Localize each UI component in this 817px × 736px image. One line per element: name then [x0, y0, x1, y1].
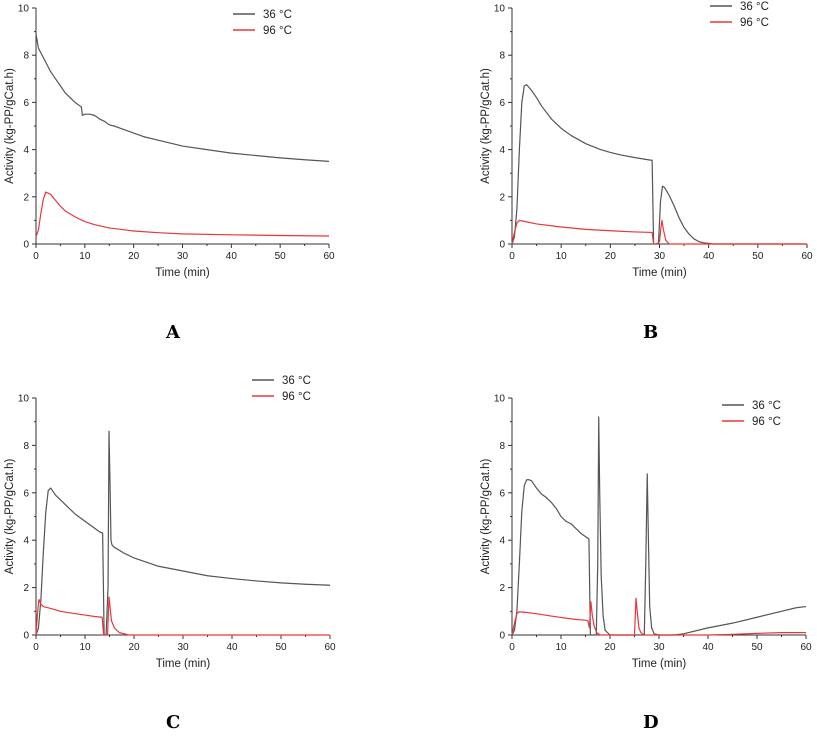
y-tick-label: 6: [499, 98, 505, 109]
legend-label-36c: 36 °C: [740, 1, 769, 13]
x-axis-label: Time (min): [155, 267, 210, 279]
x-tick-label: 60: [323, 251, 335, 262]
y-tick-label: 10: [494, 394, 506, 405]
series-line-96c: [35, 191, 330, 238]
x-tick-label: 40: [226, 251, 238, 262]
x-tick-label: 0: [33, 251, 39, 262]
x-tick-label: 20: [605, 251, 617, 262]
x-tick-label: 10: [79, 251, 91, 262]
y-tick-label: 8: [499, 51, 505, 62]
x-tick-label: 40: [702, 642, 714, 653]
series-line-96c: [511, 219, 807, 245]
x-tick-label: 40: [703, 251, 715, 262]
chart-panel-c: 0 10 20 30 40 50 60 0 2 4 6 8 10 Time (min) Activity (…: [4, 375, 336, 670]
x-tick-label: 0: [509, 251, 515, 262]
x-tick-label: 30: [177, 642, 189, 653]
legend-label-36c: 36 °C: [752, 400, 781, 412]
legend-label-96c: 96 °C: [282, 391, 311, 403]
y-tick-label: 2: [23, 583, 29, 594]
x-tick-label: 50: [752, 251, 764, 262]
y-tick-label: 8: [499, 441, 505, 452]
x-tick-label: 60: [801, 251, 813, 262]
panel-letter-b: B: [643, 322, 659, 343]
series-line-36c: [35, 430, 331, 636]
panel-letter-d: D: [643, 712, 659, 733]
y-tick-label: 0: [23, 631, 29, 642]
x-tick-label: 10: [556, 251, 568, 262]
y-tick-label: 2: [499, 192, 505, 203]
series-line-96c: [511, 597, 806, 636]
x-tick-label: 0: [509, 642, 515, 653]
y-tick-label: 6: [23, 98, 29, 109]
y-tick-label: 0: [499, 240, 505, 251]
chart-panel-b: 0 10 20 30 40 50 60 0 2 4 6 8 10 Time (min) Activity (…: [480, 1, 813, 279]
y-axis-label: Activity (kg-PP/gCat.h): [4, 68, 16, 184]
legend-label-96c: 96 °C: [740, 17, 769, 29]
y-axis-label: Activity (kg-PP/gCat.h): [4, 458, 16, 574]
y-tick-label: 10: [18, 4, 30, 15]
y-tick-label: 4: [23, 536, 29, 547]
legend-label-96c: 96 °C: [752, 416, 781, 428]
x-tick-label: 20: [128, 251, 140, 262]
x-tick-label: 60: [800, 642, 812, 653]
y-tick-label: 10: [18, 394, 30, 405]
y-tick-label: 4: [499, 145, 505, 156]
x-axis-label: Time (min): [632, 658, 687, 670]
x-tick-label: 0: [33, 642, 39, 653]
y-tick-label: 0: [23, 240, 29, 251]
x-tick-label: 50: [751, 642, 763, 653]
chart-panel-d: 0 10 20 30 40 50 60 0 2 4 6 8 10 Time (min) Activity (…: [480, 394, 812, 671]
x-tick-label: 40: [226, 642, 238, 653]
y-tick-label: 2: [23, 192, 29, 203]
x-tick-label: 30: [177, 251, 189, 262]
y-axis-label: Activity (kg-PP/gCat.h): [480, 458, 492, 574]
legend-label-36c: 36 °C: [282, 375, 311, 387]
x-axis-label: Time (min): [156, 658, 211, 670]
x-tick-label: 30: [653, 642, 665, 653]
panel-letter-c: C: [166, 712, 181, 733]
y-tick-label: 8: [23, 51, 29, 62]
x-tick-label: 50: [275, 642, 287, 653]
y-tick-label: 4: [23, 145, 29, 156]
legend-label-36c: 36 °C: [263, 9, 292, 21]
y-tick-label: 6: [499, 488, 505, 499]
y-tick-label: 4: [499, 536, 505, 547]
x-tick-label: 10: [79, 642, 91, 653]
panel-letter-a: A: [166, 322, 180, 343]
y-tick-label: 2: [499, 583, 505, 594]
y-tick-label: 0: [499, 631, 505, 642]
x-tick-label: 10: [555, 642, 567, 653]
series-line-36c: [35, 33, 330, 162]
chart-panel-a: 0 10 20 30 40 50 60 0 2 4 6 8 10 Time (min) Activity (…: [4, 4, 335, 280]
series-line-36c: [511, 84, 807, 245]
x-tick-label: 50: [275, 251, 287, 262]
x-tick-label: 20: [128, 642, 140, 653]
y-tick-label: 6: [23, 488, 29, 499]
x-tick-label: 60: [324, 642, 336, 653]
series-line-36c: [511, 416, 807, 636]
legend-label-96c: 96 °C: [263, 25, 292, 37]
y-tick-label: 10: [494, 4, 506, 15]
x-tick-label: 20: [604, 642, 616, 653]
y-tick-label: 8: [23, 441, 29, 452]
x-axis-label: Time (min): [632, 267, 687, 279]
x-tick-label: 30: [654, 251, 666, 262]
y-axis-label: Activity (kg-PP/gCat.h): [480, 68, 492, 184]
series-line-96c: [35, 596, 330, 636]
